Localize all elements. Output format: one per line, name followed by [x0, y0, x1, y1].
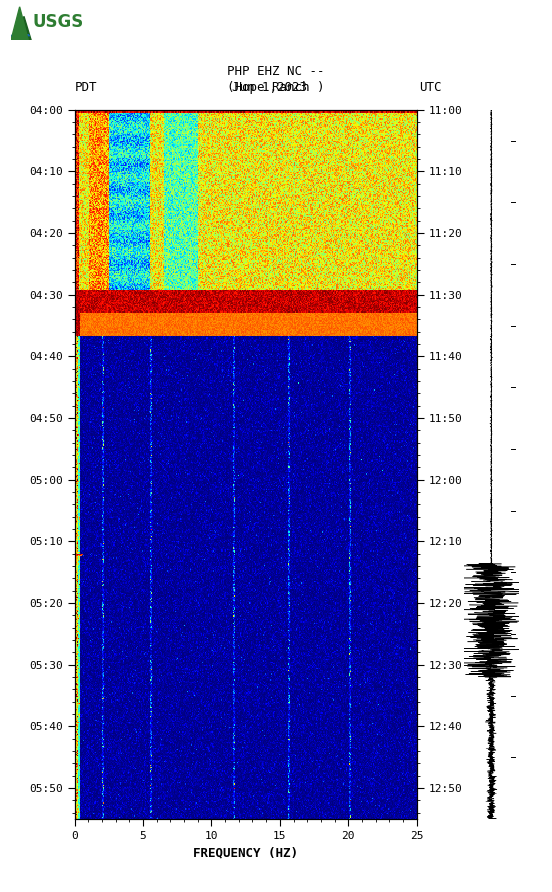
X-axis label: FREQUENCY (HZ): FREQUENCY (HZ)	[193, 847, 298, 859]
Text: UTC: UTC	[420, 80, 442, 94]
Text: PHP EHZ NC --: PHP EHZ NC --	[227, 65, 325, 78]
Text: (Hope Ranch ): (Hope Ranch )	[227, 80, 325, 94]
Text: PDT: PDT	[75, 80, 97, 94]
Text: USGS: USGS	[33, 13, 84, 31]
Polygon shape	[17, 16, 31, 40]
Polygon shape	[11, 7, 28, 40]
Text: Jun 1,2023: Jun 1,2023	[232, 80, 307, 94]
